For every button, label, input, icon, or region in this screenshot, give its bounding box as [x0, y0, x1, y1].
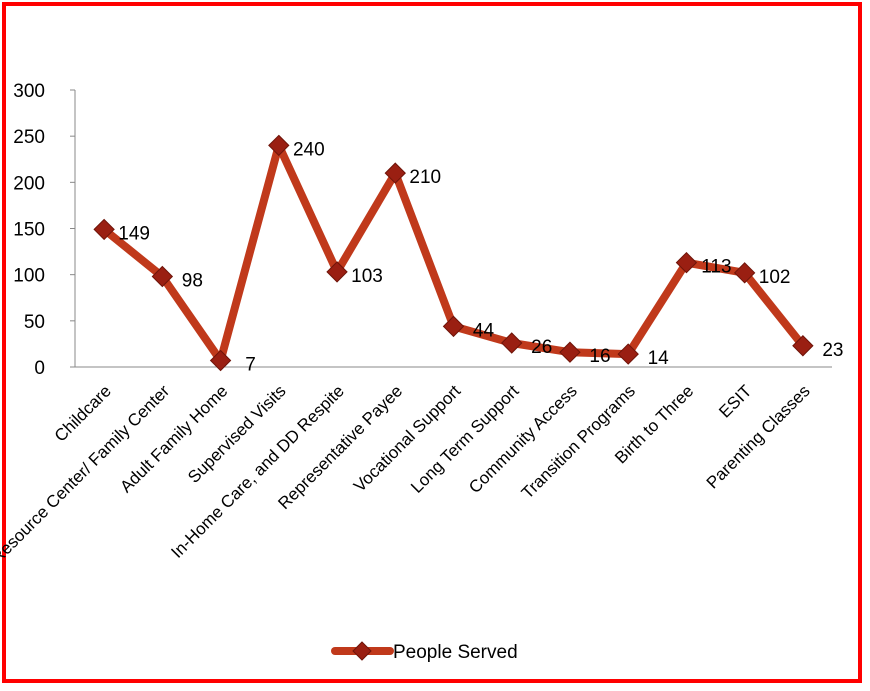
y-tick-labels: 0 50 100 150 200 250 300 — [13, 81, 75, 379]
x-tick-label: Long Term Support — [407, 381, 523, 497]
data-label: 149 — [118, 223, 150, 244]
data-label: 16 — [589, 346, 610, 367]
legend-label: People Served — [393, 642, 518, 663]
data-labels: 149 98 7 240 103 210 44 26 16 14 113 102 23 — [118, 139, 843, 375]
data-marker — [151, 265, 174, 288]
data-marker — [792, 335, 814, 357]
legend-marker — [352, 641, 372, 661]
x-tick-label: Parenting Classes — [703, 381, 814, 492]
data-label: 26 — [531, 337, 552, 358]
data-label: 23 — [822, 340, 843, 361]
data-marker — [733, 262, 756, 284]
x-tick-label: ESIT — [715, 381, 755, 421]
y-tick-label: 150 — [13, 220, 45, 241]
data-label: 98 — [182, 271, 203, 292]
data-label: 44 — [473, 320, 495, 341]
data-marker — [442, 315, 465, 338]
data-label: 7 — [245, 355, 256, 376]
y-tick-label: 0 — [34, 358, 45, 379]
data-label: 210 — [409, 167, 441, 188]
y-tick-label: 100 — [13, 266, 45, 287]
data-label: 14 — [648, 348, 670, 369]
y-tick-label: 200 — [13, 173, 45, 194]
data-marker — [617, 343, 639, 365]
x-tick-label: Supervised Visits — [184, 381, 289, 486]
data-marker — [93, 218, 115, 241]
data-label: 102 — [759, 267, 791, 288]
data-marker — [209, 349, 232, 372]
y-tick-label: 50 — [24, 312, 45, 333]
data-marker — [384, 162, 406, 184]
x-tick-label: Vocational Support — [350, 381, 465, 496]
chart-frame — [2, 2, 862, 683]
data-marker — [326, 261, 348, 283]
y-tick-label: 250 — [13, 127, 45, 148]
data-markers — [93, 134, 814, 372]
legend: People Served — [331, 641, 518, 663]
x-tick-label: Transition Programs — [518, 381, 639, 502]
data-label: 113 — [701, 257, 731, 278]
data-label: 240 — [293, 139, 325, 160]
data-label: 103 — [351, 266, 383, 287]
data-marker — [268, 134, 290, 157]
x-tick-label: Community Access — [465, 381, 581, 497]
x-tick-label: Adult Family Home — [116, 381, 231, 496]
data-marker — [501, 332, 523, 354]
data-marker — [559, 341, 581, 363]
data-marker — [675, 251, 698, 274]
y-tick-label: 300 — [13, 81, 45, 102]
